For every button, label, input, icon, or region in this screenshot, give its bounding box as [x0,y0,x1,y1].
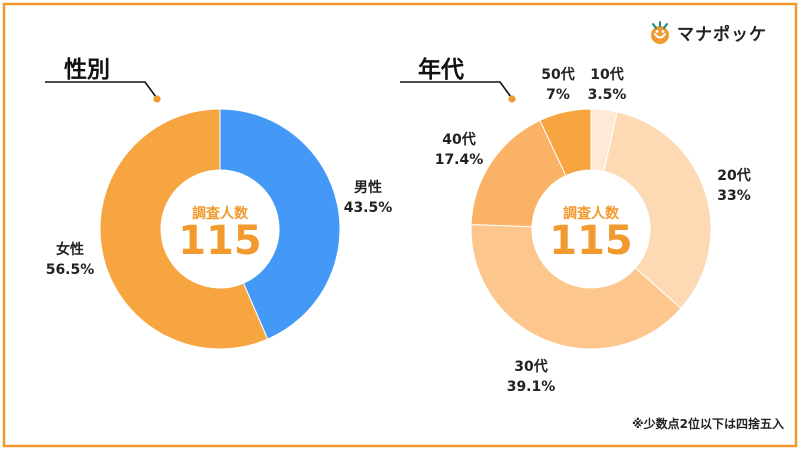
slice-label-40s-name: 40代 [442,132,476,148]
brand-logo: マナポッケ [648,20,767,45]
slice-label-50s: 50代 7% [530,65,586,105]
slice-label-40s-value: 17.4% [434,152,484,168]
gender-center-value: 115 [178,218,262,264]
gender-center-caption: 調査人数 [192,206,248,222]
slice-label-male-name: 男性 [354,180,382,196]
slice-label-40s: 40代 17.4% [429,130,489,170]
donut-slice-male [219,108,341,340]
gender-title-dot [153,95,161,103]
age-chart-title: 年代 [418,57,464,83]
gender-title-underline [45,81,157,98]
age-center-caption: 調査人数 [563,206,619,222]
slice-label-female-name: 女性 [56,242,84,258]
slice-label-10s-name: 10代 [590,67,624,83]
slice-label-10s-value: 3.5% [587,87,627,103]
slice-label-30s-name: 30代 [514,359,548,375]
gender-chart-title: 性別 [64,57,110,83]
rounding-footnote: ※少数点2位以下は四捨五入 [631,417,784,431]
slice-label-30s-value: 39.1% [506,379,556,395]
age-title-underline [400,81,512,98]
brand-name: マナポッケ [677,25,767,45]
donut-slice-20s [603,111,712,310]
slice-label-50s-name: 50代 [541,67,575,83]
donut-slice-30s [470,223,682,350]
age-title-dot [508,95,516,103]
slice-label-30s: 30代 39.1% [501,357,561,397]
slice-label-50s-value: 7% [546,87,570,103]
age-center-value: 115 [549,218,633,264]
donut-slice-female [99,108,269,350]
slice-label-20s: 20代 33% [706,166,762,206]
slice-label-20s-name: 20代 [717,168,751,184]
donut-slice-50s [539,108,592,177]
slice-label-10s: 10代 3.5% [579,65,635,105]
manapocke-logo-icon [651,20,669,44]
slice-label-male-value: 43.5% [343,200,393,216]
slice-label-male: 男性 43.5% [338,178,398,218]
slice-label-20s-value: 33% [717,188,751,204]
slice-label-female: 女性 56.5% [40,240,100,280]
slice-label-female-value: 56.5% [45,262,95,278]
